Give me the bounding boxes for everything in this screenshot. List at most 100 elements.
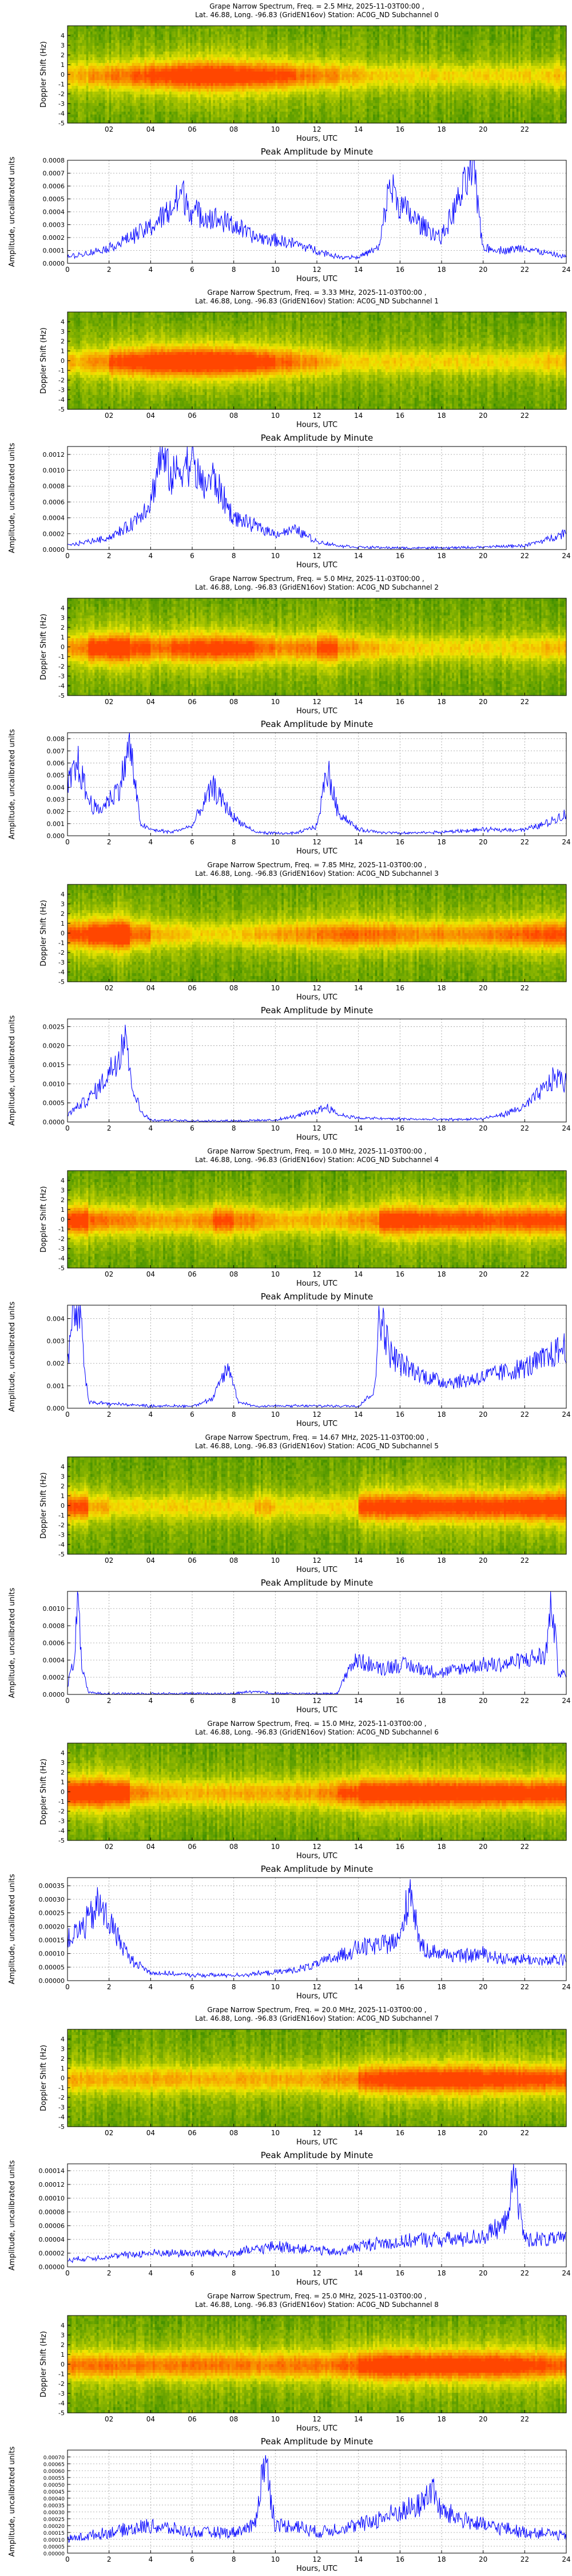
heatmap-cell: [88, 117, 90, 121]
heatmap-cell: [176, 46, 178, 49]
heatmap-cell: [292, 29, 294, 32]
heatmap-cell: [176, 57, 178, 61]
heatmap-cell: [182, 43, 184, 46]
heatmap-cell: [150, 26, 153, 29]
heatmap-cell: [304, 74, 307, 78]
heatmap-cell: [315, 100, 317, 104]
heatmap-cell: [80, 100, 82, 104]
heatmap-cell: [281, 34, 284, 38]
heatmap-cell: [219, 72, 221, 75]
heatmap-cell: [360, 112, 363, 115]
heatmap-cell: [321, 57, 323, 61]
heatmap-cell: [296, 92, 299, 95]
heatmap-cell: [296, 37, 299, 41]
heatmap-cell: [142, 43, 145, 46]
heatmap-cell: [109, 77, 112, 81]
heatmap-cell: [313, 106, 315, 109]
heatmap-cell: [215, 97, 217, 101]
heatmap-cell: [190, 26, 192, 29]
heatmap-cell: [190, 94, 192, 98]
heatmap-cell: [315, 60, 317, 64]
heatmap-cell: [255, 52, 257, 55]
heatmap-cell: [80, 97, 82, 101]
heatmap-cell: [198, 29, 201, 32]
heatmap-cell: [319, 109, 321, 112]
heatmap-cell: [269, 103, 271, 106]
heatmap-cell: [113, 114, 116, 118]
heatmap-cell: [224, 49, 226, 52]
heatmap-cell: [219, 26, 221, 29]
heatmap-cell: [340, 103, 342, 106]
heatmap-cell: [126, 43, 128, 46]
heatmap-cell: [90, 117, 93, 121]
heatmap-cell: [211, 97, 213, 101]
heatmap-cell: [172, 103, 174, 106]
heatmap-cell: [82, 97, 84, 101]
heatmap-cell: [130, 60, 132, 64]
heatmap-cell: [350, 77, 352, 81]
heatmap-cell: [348, 112, 351, 115]
heatmap-cell: [206, 29, 209, 32]
heatmap-cell: [298, 52, 300, 55]
heatmap-cell: [360, 89, 363, 92]
heatmap-cell: [248, 74, 251, 78]
heatmap-cell: [356, 60, 359, 64]
heatmap-cell: [280, 74, 282, 78]
heatmap-cell: [90, 72, 93, 75]
heatmap-cell: [163, 100, 165, 104]
heatmap-cell: [173, 86, 176, 89]
heatmap-cell: [126, 54, 128, 58]
heatmap-cell: [336, 109, 338, 112]
heatmap-cell: [261, 72, 263, 75]
heatmap-cell: [255, 40, 257, 44]
heatmap-cell: [149, 117, 151, 121]
heatmap-cell: [84, 83, 86, 86]
heatmap-cell: [286, 46, 288, 49]
heatmap-cell: [163, 117, 165, 121]
heatmap-cell: [184, 92, 186, 95]
heatmap-cell: [70, 60, 72, 64]
heatmap-cell: [315, 77, 317, 81]
heatmap-cell: [157, 89, 159, 92]
heatmap-cell: [234, 54, 236, 58]
heatmap-cell: [76, 77, 78, 81]
heatmap-cell: [319, 60, 321, 64]
heatmap-cell: [109, 60, 112, 64]
heatmap-cell: [138, 86, 141, 89]
heatmap-cell: [308, 92, 311, 95]
heatmap-cell: [288, 54, 290, 58]
heatmap-cell: [217, 74, 220, 78]
heatmap-cell: [315, 63, 317, 66]
heatmap-cell: [267, 52, 269, 55]
heatmap-cell: [74, 49, 76, 52]
heatmap-cell: [325, 31, 328, 35]
heatmap-cell: [169, 49, 172, 52]
heatmap-cell: [124, 80, 126, 84]
heatmap-cell: [176, 92, 178, 95]
heatmap-cell: [280, 114, 282, 118]
heatmap-cell: [163, 80, 165, 84]
heatmap-cell: [298, 66, 300, 69]
heatmap-cell: [317, 52, 319, 55]
heatmap-cell: [206, 49, 209, 52]
heatmap-cell: [124, 46, 126, 49]
heatmap-cell: [246, 49, 248, 52]
heatmap-cell: [124, 26, 126, 29]
heatmap-cell: [165, 109, 168, 112]
heatmap-cell: [292, 89, 294, 92]
heatmap-cell: [169, 112, 172, 115]
heatmap-cell: [281, 60, 284, 64]
heatmap-cell: [257, 100, 259, 104]
heatmap-cell: [251, 40, 253, 44]
heatmap-cell: [242, 103, 244, 106]
heatmap-cell: [331, 103, 333, 106]
heatmap-cell: [365, 60, 367, 64]
heatmap-cell: [340, 80, 342, 84]
heatmap-cell: [280, 37, 282, 41]
heatmap-cell: [201, 80, 203, 84]
heatmap-cell: [74, 103, 76, 106]
heatmap-cell: [78, 103, 80, 106]
heatmap-cell: [342, 112, 344, 115]
heatmap-cell: [259, 72, 261, 75]
heatmap-cell: [128, 77, 130, 81]
